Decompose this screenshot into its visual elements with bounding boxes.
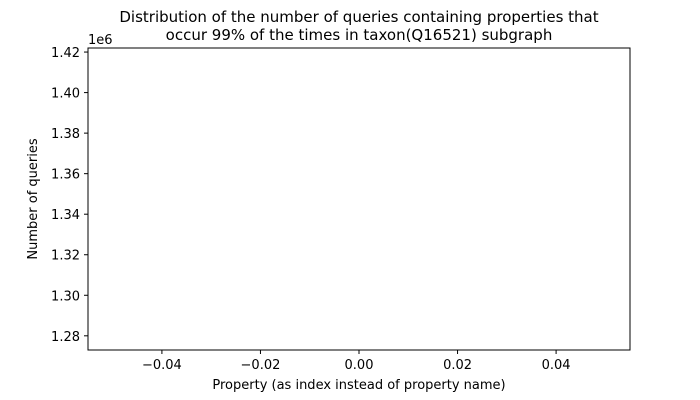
x-tick-label: 0.04 xyxy=(542,358,571,373)
x-tick-label: 0.02 xyxy=(443,358,472,373)
y-tick-label: 1.34 xyxy=(51,208,80,223)
y-tick-label: 1.28 xyxy=(51,330,80,345)
chart-title-line-2: occur 99% of the times in taxon(Q16521) … xyxy=(166,26,553,44)
y-tick-label: 1.30 xyxy=(51,289,80,304)
x-tick-label: −0.02 xyxy=(241,358,281,373)
y-tick-label: 1.40 xyxy=(51,87,80,102)
y-tick-label: 1.32 xyxy=(51,249,80,264)
x-axis: −0.04 −0.02 0.00 0.02 0.04 xyxy=(142,350,571,373)
chart-title-line-1: Distribution of the number of queries co… xyxy=(119,8,598,26)
axes-frame xyxy=(87,47,631,351)
x-tick-label: 0.00 xyxy=(345,358,374,373)
x-tick-label: −0.04 xyxy=(142,358,182,373)
plot-area xyxy=(87,47,631,351)
y-tick-label: 1.38 xyxy=(51,127,80,142)
y-axis: 1.28 1.30 1.32 1.34 1.36 1.38 1.40 1.42 xyxy=(51,46,88,345)
y-tick-label: 1.42 xyxy=(51,46,80,61)
y-tick-label: 1.36 xyxy=(51,168,80,183)
x-axis-label: Property (as index instead of property n… xyxy=(212,378,505,393)
y-offset-label: 1e6 xyxy=(88,33,113,48)
y-axis-label: Number of queries xyxy=(26,138,41,259)
